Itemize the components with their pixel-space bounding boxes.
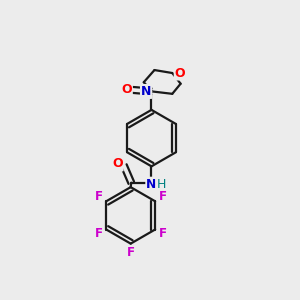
Text: N: N xyxy=(146,178,157,191)
Text: F: F xyxy=(94,227,103,241)
Text: O: O xyxy=(112,158,123,170)
Text: F: F xyxy=(94,190,103,203)
Text: F: F xyxy=(159,190,167,203)
Text: O: O xyxy=(175,67,185,80)
Text: F: F xyxy=(159,227,167,241)
Text: N: N xyxy=(141,85,151,98)
Text: F: F xyxy=(127,246,135,259)
Text: H: H xyxy=(156,178,166,191)
Text: O: O xyxy=(121,83,132,97)
